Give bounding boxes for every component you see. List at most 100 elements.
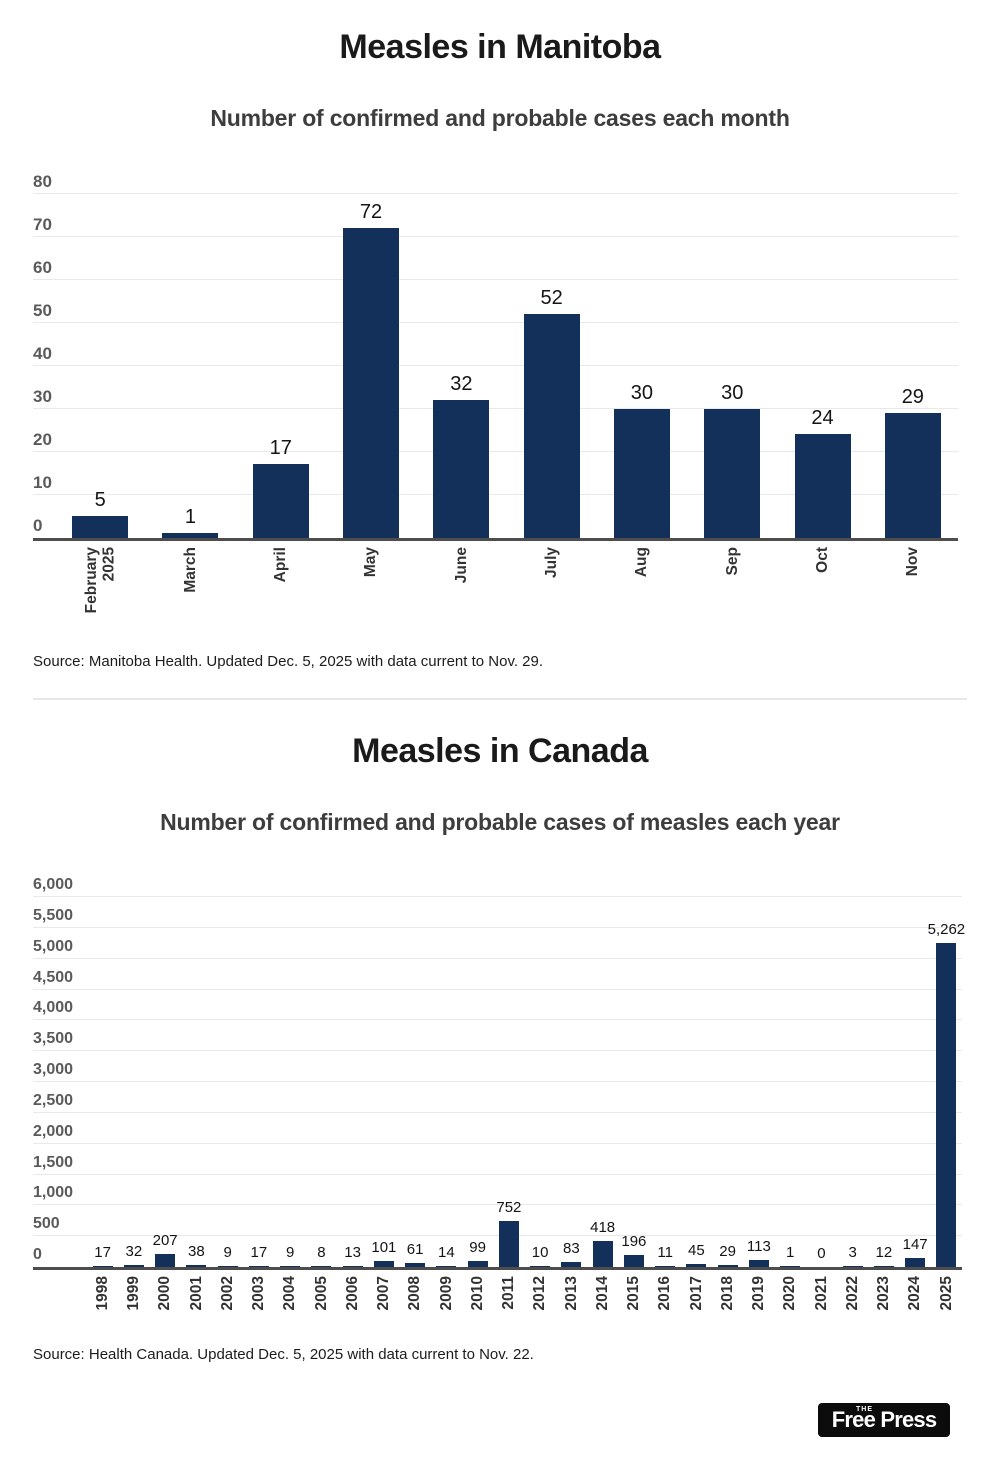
bar-value-label: 14 [438, 1244, 455, 1262]
gridline [33, 192, 958, 194]
x-tick-cell: 2023 [868, 1276, 899, 1332]
bar [686, 1264, 707, 1268]
bar-cell: 17 [243, 897, 274, 1268]
x-tick-cell: 2019 [743, 1276, 774, 1332]
y-tick-label: 60 [33, 257, 52, 277]
x-tick-cell: 2007 [368, 1276, 399, 1332]
gridline [33, 278, 958, 280]
bar-value-label: 13 [344, 1244, 361, 1262]
gridline [33, 1081, 962, 1083]
x-tick-cell: 2012 [525, 1276, 556, 1332]
x-tick-cell: March [145, 547, 235, 643]
y-tick-label: 10 [33, 472, 52, 492]
chart-title-canada: Measles in Canada [352, 731, 648, 770]
bar-cell: 9 [212, 897, 243, 1268]
x-tick-cell: 2009 [431, 1276, 462, 1332]
x-tick-label: February 2025 [82, 546, 118, 613]
gridline [33, 493, 958, 495]
gridline [33, 1111, 962, 1113]
bar [436, 1266, 457, 1268]
bar-value-label: 5 [94, 489, 106, 512]
bar [72, 516, 129, 538]
x-tick-label: 2008 [406, 1276, 424, 1311]
x-tick-label: 2023 [875, 1276, 893, 1311]
x-tick-cell: April [236, 547, 326, 643]
bar-value-label: 99 [469, 1238, 486, 1256]
x-tick-label: May [362, 546, 380, 577]
logo-the-text: THE [856, 1406, 873, 1414]
bar-value-label: 24 [811, 407, 834, 430]
x-tick-cell: February 2025 [55, 547, 145, 643]
x-tick-cell: 2002 [212, 1276, 243, 1332]
bar [373, 1260, 394, 1268]
x-tick-cell: 2004 [275, 1276, 306, 1332]
bar-value-label: 10 [531, 1244, 549, 1262]
gridline [33, 1019, 962, 1021]
x-tick-label: 2007 [375, 1276, 393, 1311]
bar [613, 408, 670, 538]
bar-value-label: 101 [371, 1238, 397, 1256]
bar-value-label: 3 [848, 1244, 857, 1262]
bar-cell: 72 [326, 194, 416, 538]
x-tick-label: Sep [723, 546, 741, 575]
bar-value-label: 0 [817, 1245, 826, 1263]
bar-value-label: 11 [657, 1244, 673, 1262]
bar-cell: 1 [145, 194, 235, 538]
x-tick-label: April [272, 546, 290, 582]
bar-cell: 29 [868, 194, 958, 538]
logo-name-text: Free Press [831, 1407, 937, 1433]
bar-value-label: 8 [317, 1244, 326, 1262]
bar-value-label: 196 [621, 1232, 647, 1250]
y-tick-label: 2,000 [33, 1122, 74, 1140]
chart-subtitle-manitoba: Number of confirmed and probable cases e… [210, 105, 790, 132]
bar-cell: 9 [275, 897, 306, 1268]
bar-cell: 101 [368, 897, 399, 1268]
x-tick-cell: 2014 [587, 1276, 618, 1332]
y-tick-label: 40 [33, 343, 52, 363]
x-tick-cell: Nov [868, 547, 958, 643]
x-tick-label: June [452, 546, 470, 583]
y-tick-label: 80 [33, 171, 52, 191]
bar [655, 1266, 676, 1268]
x-tick-cell: Oct [777, 547, 867, 643]
gridline [33, 1235, 962, 1237]
bar [252, 464, 309, 538]
bar-value-label: 30 [630, 381, 654, 404]
x-tick-cell: 2025 [931, 1276, 962, 1332]
x-tick-cell: Sep [687, 547, 777, 643]
bar [592, 1241, 613, 1268]
x-tick-cell: Aug [597, 547, 687, 643]
x-tick-label: 2024 [906, 1276, 924, 1311]
bar [467, 1260, 488, 1268]
bar [123, 1265, 144, 1268]
y-tick-label: 5,000 [33, 937, 74, 955]
bar-value-label: 12 [875, 1244, 893, 1262]
y-tick-label: 500 [33, 1215, 60, 1233]
y-tick-label: 2,500 [33, 1091, 74, 1109]
bar-value-label: 1 [785, 1244, 795, 1262]
bar [561, 1261, 582, 1268]
x-axis-labels-canada: 1998 1999 2000 2001 2002 2003 2004 2005 2006 2007… [33, 1276, 962, 1332]
bar-cell: 113 [743, 897, 774, 1268]
bar [704, 408, 761, 538]
bar-cell: 12 [868, 897, 899, 1268]
free-press-logo: THE Free Press [818, 1403, 950, 1438]
bar-cell: 29 [712, 897, 743, 1268]
bar [280, 1266, 301, 1268]
x-tick-label: 2014 [593, 1276, 611, 1311]
x-tick-label: 2009 [437, 1276, 455, 1311]
x-tick-label: 2016 [656, 1276, 674, 1311]
bar-chart-canada: 0 500 1,000 1,500 2,000 2,500 3,000 3,500 4,000 4… [33, 877, 965, 1332]
bar [936, 942, 957, 1268]
x-tick-label: 2017 [687, 1276, 705, 1311]
bar [780, 1266, 801, 1268]
bar-value-label: 9 [285, 1244, 295, 1262]
chart-subtitle-canada: Number of confirmed and probable cases o… [160, 808, 840, 835]
x-tick-cell: 2003 [243, 1276, 274, 1332]
bar-chart-manitoba: 0 10 20 30 40 50 60 70 80 5 1 17 72 32 52 30 30 24 29 Febr… [33, 173, 958, 643]
x-tick-label: 2013 [562, 1276, 580, 1311]
x-tick-cell: 2001 [181, 1276, 212, 1332]
plot-area-manitoba: 0 10 20 30 40 50 60 70 80 5 1 17 72 32 52 30 30 24 29 [33, 173, 958, 541]
x-tick-label: 2006 [343, 1276, 361, 1311]
